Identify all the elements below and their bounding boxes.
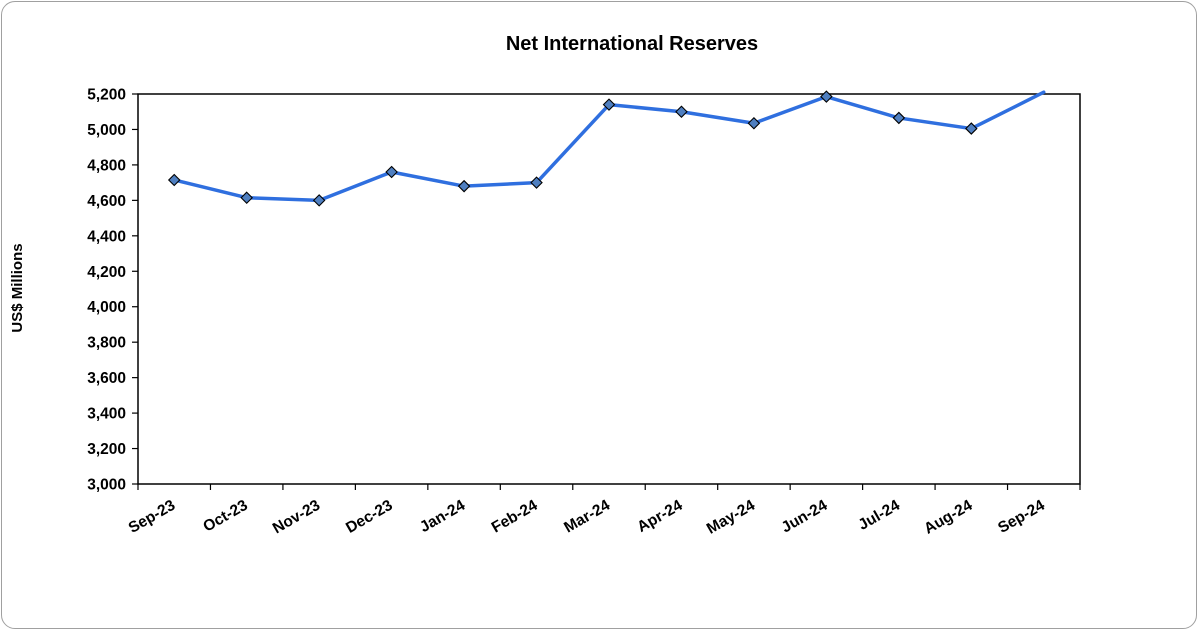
x-tick-label: Mar-24 bbox=[561, 497, 613, 537]
data-point-marker bbox=[240, 191, 253, 204]
y-tick-label: 3,000 bbox=[87, 477, 126, 494]
x-tick-label: Jun-24 bbox=[779, 497, 831, 537]
x-tick-label: Nov-23 bbox=[270, 497, 324, 538]
x-tick-label: Aug-24 bbox=[921, 497, 975, 538]
y-tick-label: 4,000 bbox=[87, 299, 126, 316]
x-tick-label: Jan-24 bbox=[417, 497, 468, 536]
data-point-marker bbox=[675, 105, 688, 119]
data-point-marker bbox=[530, 176, 543, 189]
x-tick-label: Sep-23 bbox=[126, 497, 179, 537]
data-point-marker bbox=[167, 173, 181, 187]
x-tick-label: Feb-24 bbox=[489, 497, 541, 537]
y-tick-label: 4,200 bbox=[87, 264, 126, 281]
y-tick-label: 3,800 bbox=[87, 335, 126, 352]
x-tick-label: Sep-24 bbox=[995, 497, 1048, 537]
x-tick-label: Apr-24 bbox=[634, 497, 685, 536]
y-tick-label: 3,200 bbox=[87, 441, 126, 458]
data-point-marker bbox=[312, 194, 326, 207]
x-tick-label: Jul-24 bbox=[856, 497, 904, 534]
data-point-marker bbox=[747, 116, 761, 130]
y-axis-label: US$ Millions bbox=[9, 243, 26, 332]
data-point-marker bbox=[820, 90, 833, 103]
y-tick-label: 3,600 bbox=[87, 370, 126, 387]
x-tick-label: Dec-23 bbox=[343, 497, 396, 537]
y-tick-label: 4,600 bbox=[87, 193, 126, 210]
plot-area bbox=[137, 93, 1081, 485]
data-point-marker bbox=[602, 98, 616, 111]
y-tick-label: 5,000 bbox=[87, 122, 126, 139]
chart-title: Net International Reserves bbox=[506, 33, 758, 55]
y-tick-label: 5,200 bbox=[87, 87, 126, 104]
x-tick-label: Oct-23 bbox=[200, 497, 251, 536]
data-point-marker bbox=[892, 111, 906, 125]
data-point-marker bbox=[457, 179, 471, 193]
y-tick-label: 4,800 bbox=[87, 157, 126, 174]
y-tick-label: 4,400 bbox=[87, 228, 126, 245]
series-group bbox=[167, 90, 1046, 207]
x-tick-label: May-24 bbox=[704, 497, 758, 538]
y-tick-label: 3,400 bbox=[87, 406, 126, 423]
data-point-marker bbox=[965, 122, 978, 135]
y-axis: 3,000 3,200 3,400 3,600 3,800 4,000 4,200 4,400… bbox=[87, 87, 138, 494]
x-axis: Sep-23 Oct-23 Nov-23 Dec-23 Jan-24 Feb-24 Mar-… bbox=[126, 484, 1081, 538]
data-point-marker bbox=[385, 165, 398, 179]
